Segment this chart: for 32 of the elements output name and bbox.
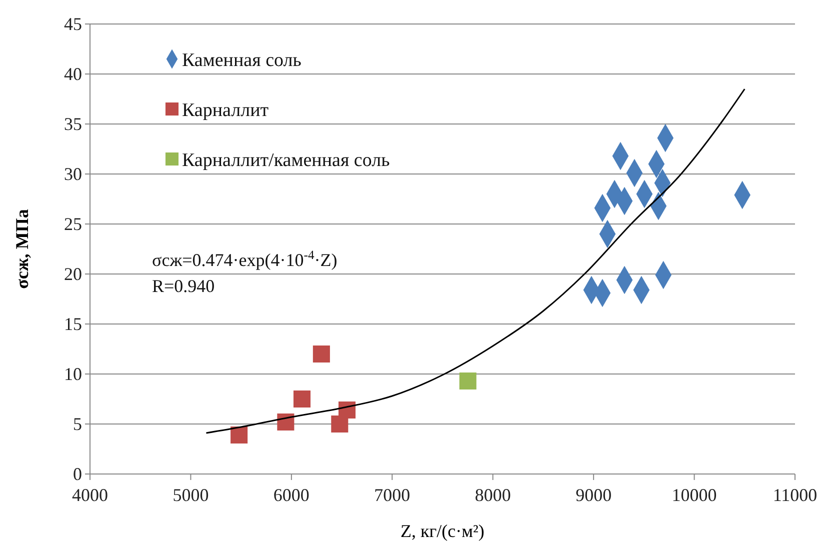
x-tick-label: 6000 [273, 485, 310, 505]
point [277, 413, 294, 431]
point [293, 390, 311, 408]
x-tick-label: 7000 [374, 485, 410, 505]
x-tick-label: 11000 [772, 485, 818, 505]
y-tick-label: 10 [64, 364, 82, 384]
y-tick-label: 5 [73, 414, 82, 434]
y-tick-label: 0 [73, 464, 82, 484]
annotation: σсж=0.474·exp(4·10$^{-4}$·Z) [152, 248, 338, 270]
point [338, 401, 356, 419]
y-tick-label: 45 [64, 14, 82, 34]
legend-label: Карналлит/каменная соль [182, 150, 390, 171]
y-tick-label: 20 [64, 264, 82, 284]
x-tick-label: 5000 [172, 485, 209, 505]
x-tick-label: 8000 [474, 485, 511, 505]
x-tick-label: 4000 [72, 485, 108, 505]
point [312, 345, 330, 363]
y-tick-label: 15 [64, 314, 82, 334]
y-tick-label: 25 [64, 214, 82, 234]
y-tick-label: 35 [64, 114, 82, 134]
point [459, 372, 476, 390]
x-axis-title: Z, кг/(с·м²) [400, 521, 484, 541]
y-tick-label: 30 [64, 164, 82, 184]
point [230, 426, 248, 444]
y-axis-title: σсж, МПа [12, 209, 32, 289]
legend-label: Каменная соль [182, 50, 302, 71]
legend-label: Карналлит [182, 100, 270, 121]
y-tick-label: 40 [64, 64, 82, 84]
point [331, 415, 348, 433]
x-tick-label: 10000 [672, 485, 717, 505]
x-tick-label: 9000 [576, 485, 612, 505]
annotation: R=0.940 [152, 276, 215, 296]
